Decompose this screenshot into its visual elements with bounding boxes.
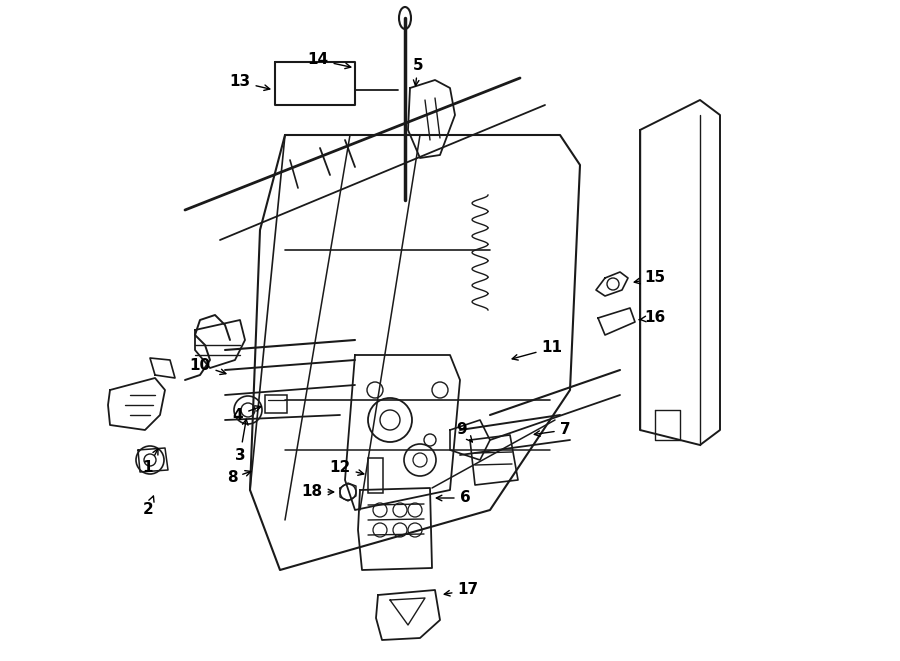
Text: 3: 3 [235,419,248,463]
Text: 5: 5 [413,58,423,86]
Text: 15: 15 [634,270,666,286]
Text: 14: 14 [308,52,351,69]
Text: 11: 11 [512,340,562,360]
Text: 12: 12 [329,461,364,475]
Text: 2: 2 [142,496,154,518]
Text: 10: 10 [189,358,226,375]
Text: 18: 18 [302,485,334,500]
Ellipse shape [399,7,411,29]
Bar [265,395,287,413]
Text: 13: 13 [230,75,270,91]
Text: 8: 8 [227,471,251,485]
Text: 17: 17 [445,582,479,598]
Text: 7: 7 [535,422,571,438]
Text: 9: 9 [456,422,472,442]
Text: 16: 16 [639,311,666,325]
Text: 6: 6 [436,490,471,506]
Text: 4: 4 [233,406,261,422]
Bar [368,458,383,493]
Text: 1: 1 [143,449,158,475]
